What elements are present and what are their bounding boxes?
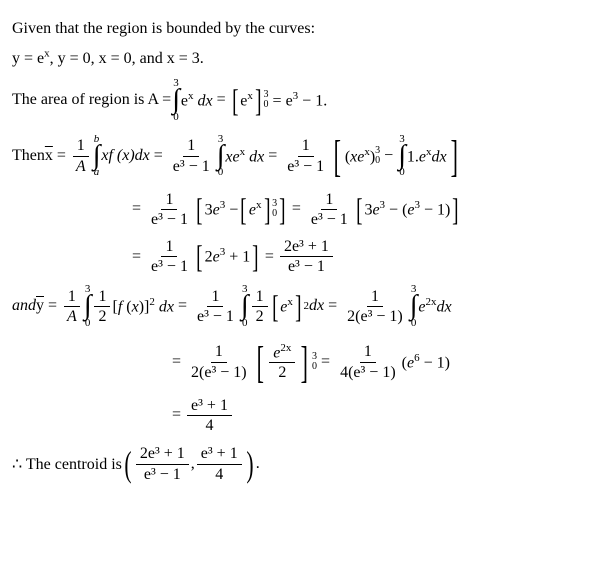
xex-eval: (xex) — [345, 146, 375, 166]
then-text: Then — [12, 147, 45, 165]
ex-sq: ex — [280, 296, 293, 316]
lbr3: [ — [356, 191, 362, 228]
frac-1-e3m1-d: 1 e³ − 1 — [307, 190, 352, 229]
centroid-text: ∴ The centroid is — [12, 454, 122, 474]
eq10: = — [174, 297, 191, 315]
frac-2e3p1: 2e³ + 1 e³ − 1 — [280, 237, 333, 276]
and-text: and — [12, 297, 36, 315]
rp-final: ) — [246, 443, 253, 485]
ybar: y — [36, 297, 44, 315]
one-ex-dx: 1.exdx — [407, 146, 447, 166]
e2x-dx: e2xdx — [418, 296, 451, 316]
int-03-f: 3 ∫ 0 — [241, 284, 249, 328]
int-03-c: 3 ∫ 0 — [398, 134, 406, 178]
eq4: = — [264, 147, 281, 165]
y-eq-ex: y = ex, y = 0, x = 0, and x = 3. — [12, 50, 204, 67]
rbr2: ] — [279, 191, 285, 228]
eq9: = — [44, 297, 61, 315]
given-text: Given that the region is bounded by the … — [12, 18, 587, 40]
lbr-inner: [ — [240, 191, 246, 228]
frac-1-2e3m1: 1 2(e³ − 1) — [343, 287, 407, 326]
lbr4: [ — [196, 238, 202, 275]
xex-dx: xex dx — [225, 146, 264, 166]
frac-1-2e3m1-b: 1 2(e³ − 1) — [187, 342, 251, 381]
frac-half: 1 2 — [94, 287, 110, 326]
dx2: dx — [309, 297, 324, 315]
frac-1-e3m1-b: 1 e³ − 1 — [283, 136, 328, 175]
eq-e3m1: = e3 − 1. — [269, 90, 328, 110]
frac-1-A-b: 1 A — [63, 287, 81, 326]
rbr-inner: ] — [264, 191, 270, 228]
area-text: The area of region is A = — [12, 91, 171, 109]
centroid-y: e³ + 1 4 — [197, 444, 242, 483]
minus1: − — [380, 147, 397, 165]
eq13: = — [317, 353, 334, 371]
ex-dx: ex dx — [181, 90, 213, 110]
comma: , — [191, 455, 195, 473]
int-03-b: 3 ∫ 0 — [217, 134, 225, 178]
centroid-line: ∴ The centroid is ( 2e³ + 1 e³ − 1 , e³ … — [12, 443, 587, 485]
two-e3-p1: 2e3 + 1 — [205, 246, 251, 266]
eq5: = — [132, 200, 145, 218]
lbr5: [ — [272, 288, 278, 325]
eq12: = — [172, 353, 185, 371]
eq7: = — [132, 248, 145, 266]
frac-e2x-2: e2x 2 — [269, 342, 295, 383]
xbar-line1: Then x = 1 A b ∫ a xf (x)dx = 1 e³ − 1 3… — [12, 131, 587, 182]
lim03-d: 30 — [272, 199, 277, 219]
lbr2: [ — [196, 191, 202, 228]
eq14: = — [172, 406, 185, 424]
rbr3: ] — [453, 191, 459, 228]
frac-1-e3m1-f: 1 e³ − 1 — [193, 287, 238, 326]
curves-line: y = ex, y = 0, x = 0, and x = 3. — [12, 46, 587, 70]
ex-inner: ex — [249, 199, 262, 219]
lbr6: [ — [256, 337, 263, 388]
rbr6: ] — [301, 337, 308, 388]
three-e3: 3e3 − — [205, 199, 239, 219]
ex-eval: ex — [240, 90, 253, 110]
eq11: = — [324, 297, 341, 315]
rbr-tall1: ] — [450, 131, 457, 182]
rbracket: ] — [255, 82, 261, 119]
e6m1: (e6 − 1) — [402, 352, 450, 372]
ybar-line2: = 1 2(e³ − 1) [ e2x 2 ] 30 = 1 4(e³ − 1)… — [172, 337, 587, 388]
xfx-dx: xf (x)dx — [101, 147, 149, 165]
frac-1-e3m1-e: 1 e³ − 1 — [147, 237, 192, 276]
ybar-line3: = e³ + 1 4 — [172, 396, 587, 435]
frac-1-e3m1-a: 1 e³ − 1 — [169, 136, 214, 175]
int-03-e: 3 ∫ 0 — [84, 284, 92, 328]
eq6: = — [288, 200, 305, 218]
eq3: = — [150, 147, 167, 165]
xbar-line3: = 1 e³ − 1 [ 2e3 + 1 ] = 2e³ + 1 e³ − 1 — [132, 237, 587, 276]
int-ab: b ∫ a — [93, 134, 101, 178]
expr-3e3-e3m1: 3e3 − (e3 − 1) — [364, 199, 450, 219]
int-03-g: 3 ∫ 0 — [410, 284, 418, 328]
frac-half-b: 1 2 — [252, 287, 268, 326]
centroid-x: 2e³ + 1 e³ − 1 — [136, 444, 189, 483]
lp-final: ( — [124, 443, 131, 485]
frac-1-4e3m1: 1 4(e³ − 1) — [336, 342, 400, 381]
fx-sq: [f (x)]2 dx — [112, 296, 173, 316]
integral-0-3: 3 ∫ 0 — [172, 78, 180, 122]
frac-1-e3m1-c: 1 e³ − 1 — [147, 190, 192, 229]
period: . — [256, 455, 260, 473]
eq1: = — [213, 91, 230, 109]
rbr5: ] — [295, 288, 301, 325]
frac-1-A: 1 A — [72, 136, 90, 175]
xbar: x — [45, 147, 53, 165]
frac-e3p1-4: e³ + 1 4 — [187, 396, 232, 435]
xbar-line2: = 1 e³ − 1 [ 3e3 − [ ex ] 30 ] = 1 e³ − … — [132, 190, 587, 229]
ybar-line1: and y = 1 A 3 ∫ 0 1 2 [f (x)]2 dx = 1 e³… — [12, 284, 587, 328]
area-line: The area of region is A = 3 ∫ 0 ex dx = … — [12, 78, 587, 122]
lbr-tall1: [ — [334, 131, 341, 182]
eq8: = — [261, 248, 278, 266]
eq2: = — [53, 147, 70, 165]
rbr4: ] — [252, 238, 258, 275]
lbracket: [ — [232, 82, 238, 119]
